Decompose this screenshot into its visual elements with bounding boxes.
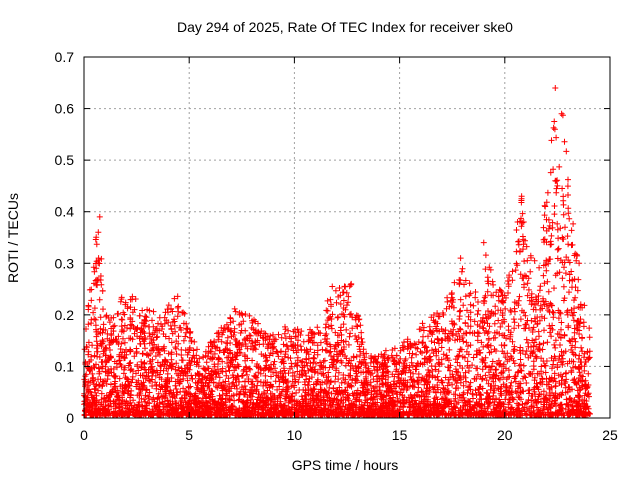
y-tick-label: 0.5	[55, 152, 75, 168]
tick-labels: 0 5 10 15 20 25 0 0.1 0.2 0.3 0.4 0.5 0.6 0.7	[55, 49, 618, 443]
axis-ticks	[83, 56, 611, 419]
y-tick-label: 0.7	[55, 49, 75, 65]
roti-point	[96, 213, 103, 220]
y-tick-label: 0.4	[55, 204, 75, 220]
y-axis-label: ROTI / TECUs	[5, 193, 21, 283]
x-axis-label: GPS time / hours	[292, 457, 399, 473]
y-tick-label: 0.2	[55, 307, 75, 323]
y-tick-label: 0.6	[55, 101, 75, 117]
roti-point	[552, 177, 559, 184]
x-tick-label: 5	[185, 427, 193, 443]
x-tick-label: 15	[392, 427, 408, 443]
roti-point	[348, 280, 355, 287]
y-tick-label: 0.1	[55, 358, 75, 374]
roti-point-cloud	[81, 112, 593, 419]
plot-frame	[83, 56, 611, 419]
data-points	[81, 84, 593, 419]
chart-title: Day 294 of 2025, Rate Of TEC Index for r…	[177, 19, 513, 35]
roti-point	[518, 193, 525, 200]
roti-point	[551, 118, 558, 125]
x-tick-label: 25	[602, 427, 618, 443]
roti-point	[552, 84, 559, 91]
roti-point	[520, 219, 527, 226]
roti-point	[558, 110, 565, 117]
x-tick-label: 0	[80, 427, 88, 443]
roti-point	[329, 283, 336, 290]
x-tick-label: 10	[287, 427, 303, 443]
y-tick-label: 0.3	[55, 255, 75, 271]
roti-point	[554, 182, 561, 189]
roti-point	[457, 255, 464, 262]
roti-point	[480, 239, 487, 246]
y-tick-label: 0	[66, 410, 74, 426]
x-tick-label: 20	[497, 427, 513, 443]
